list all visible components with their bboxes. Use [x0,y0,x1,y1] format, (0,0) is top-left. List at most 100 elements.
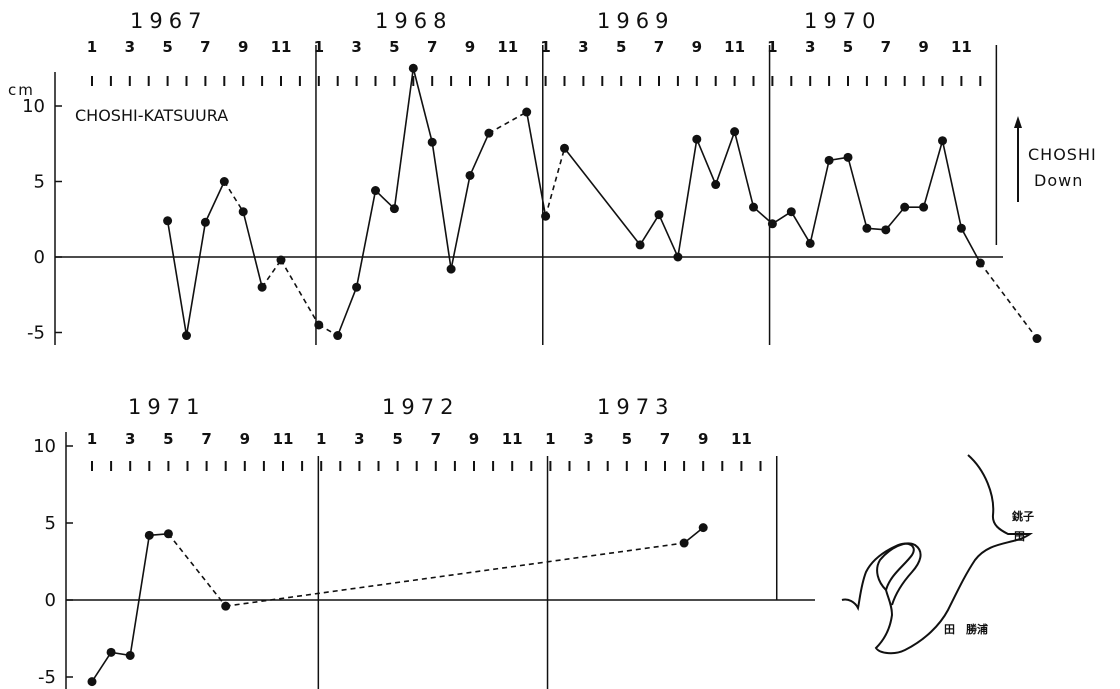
map-label-katsuura: 勝浦 [966,622,988,636]
data-point [786,207,796,217]
month-tick-label: 11 [724,38,745,56]
month-tick-label: 3 [354,430,364,448]
data-point [144,530,154,540]
data-point [221,601,231,611]
month-tick-label: 1 [87,38,97,56]
month-tick-label: 5 [616,38,626,56]
month-tick-label: 9 [698,430,708,448]
data-point [352,282,362,292]
series-line-segment [280,259,320,326]
data-point [919,202,929,212]
data-point [975,258,985,268]
data-point [389,204,399,214]
series-line-segment [885,206,906,231]
series-line-segment [355,190,377,288]
series-line-segment [639,214,660,246]
y-tick-label: 5 [34,172,45,193]
year-label: 1969 [597,9,674,33]
y-tick-label: 5 [45,513,56,534]
data-point [698,523,708,533]
map-station-katsuura: 田 [944,623,955,636]
month-tick-label: 9 [238,38,248,56]
data-point [125,650,135,660]
data-point [938,136,947,146]
y-unit-label: cm [8,81,35,99]
month-tick-label: 7 [431,430,441,448]
year-label: 1967 [130,9,207,33]
y-tick-label: 10 [33,436,56,457]
data-point [182,331,191,341]
data-point [200,217,210,227]
series-line-segment [450,175,471,270]
month-tick-label: 7 [660,430,670,448]
series-line-segment [261,259,282,288]
data-point [560,143,569,153]
series-line-segment [225,542,685,607]
data-point [106,647,116,657]
station-label: CHOSHI-KATSUURA [75,106,228,125]
series-line-segment [563,147,641,246]
data-point [163,216,173,226]
month-tick-label: 9 [918,38,928,56]
data-point [1032,334,1042,344]
data-point [900,202,910,212]
series-line-segment [166,220,188,336]
series-line-segment [469,132,490,176]
month-tick-label: 9 [240,430,250,448]
series-line-segment [809,160,830,244]
data-point [711,180,721,190]
month-tick-label: 7 [427,38,437,56]
month-tick-label: 7 [881,38,891,56]
data-point [371,186,380,196]
series-line-segment [941,140,963,229]
month-tick-label: 11 [273,430,294,448]
series-line-segment [129,535,151,656]
month-tick-label: 3 [578,38,588,56]
month-tick-label: 1 [314,38,324,56]
data-point [805,238,815,248]
year-label: 1972 [382,395,459,419]
location-map: 銚子 田 田 勝浦 [841,454,1034,655]
month-tick-label: 5 [843,38,853,56]
series-line-segment [525,111,547,217]
month-tick-label: 11 [271,38,292,56]
series-line-segment [336,286,358,336]
data-point [881,225,891,235]
y-tick-label: 0 [45,590,56,611]
series-line-segment [488,111,528,134]
month-tick-label: 11 [502,430,523,448]
data-point [333,331,343,341]
month-tick-label: 9 [469,430,479,448]
y-tick-label: 0 [34,247,45,268]
series-line-segment [242,211,263,288]
month-tick-label: 11 [731,430,752,448]
choshi-down-indicator: CHOSHI Down [1014,116,1097,202]
data-point [749,202,758,212]
y-tick-label: 10 [22,96,45,117]
series-line-segment [658,214,679,258]
month-tick-label: 1 [545,430,555,448]
data-point [163,529,173,539]
data-point [679,538,689,548]
data-point [314,320,324,330]
data-point [730,127,740,137]
series-line-segment [393,68,415,209]
series-line-segment [960,227,982,264]
data-point [843,152,853,162]
month-tick-label: 3 [583,430,593,448]
data-point [862,223,872,233]
month-tick-label: 3 [351,38,361,56]
side-label-choshi: CHOSHI [1028,145,1097,164]
month-tick-label: 5 [163,430,173,448]
series-line-segment [847,157,868,229]
side-label-down: Down [1034,171,1083,190]
year-label: 1968 [375,9,452,33]
data-point [824,155,834,165]
series-line-segment [167,533,227,607]
month-tick-label: 7 [654,38,664,56]
series-line-segment [412,68,433,143]
month-tick-label: 9 [692,38,702,56]
